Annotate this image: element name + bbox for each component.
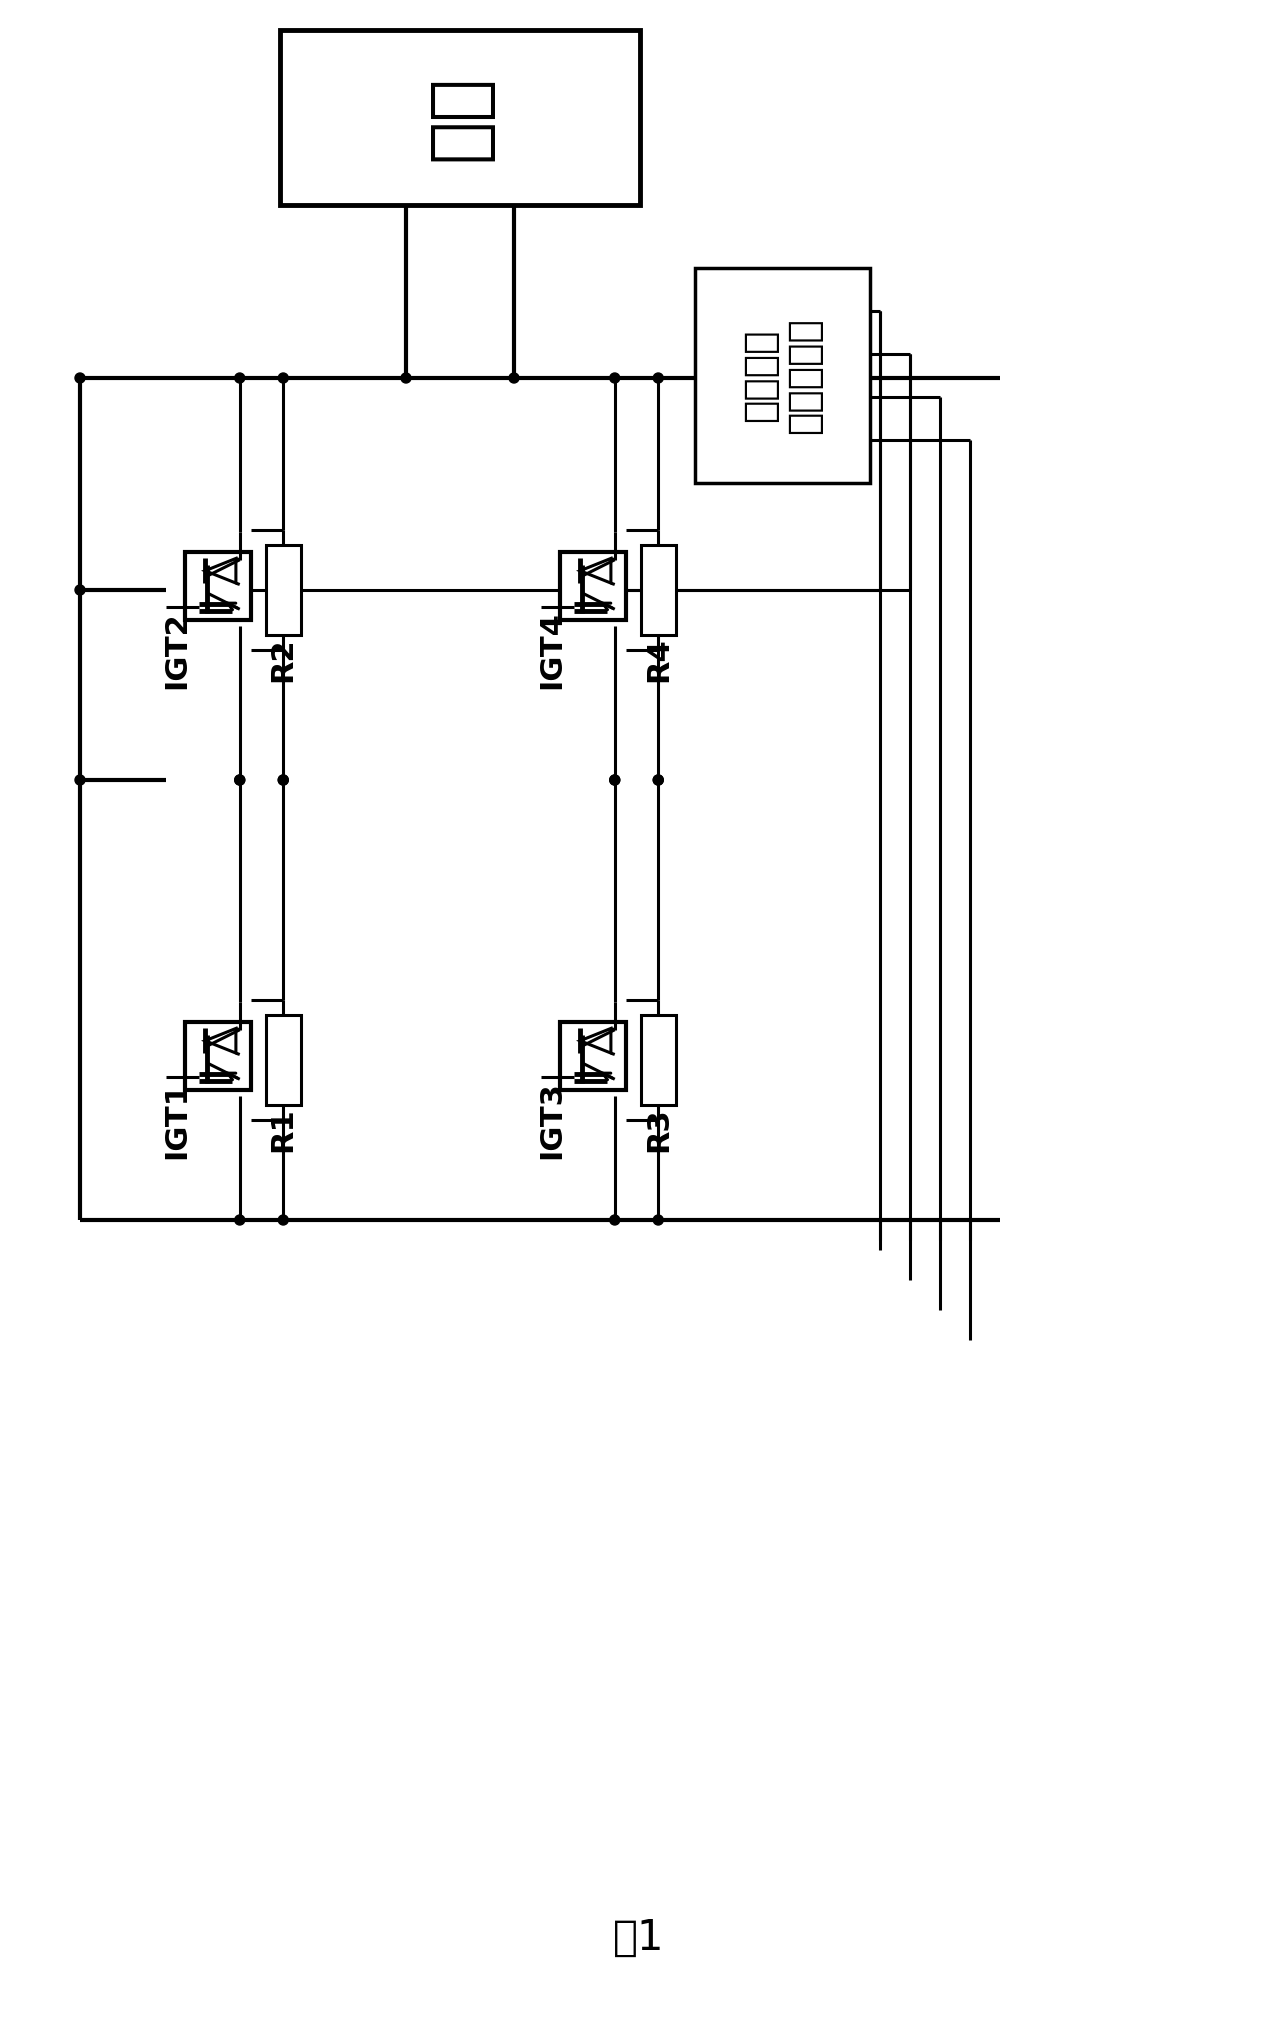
Bar xyxy=(559,1021,626,1090)
Circle shape xyxy=(654,775,663,785)
Text: IGT3: IGT3 xyxy=(538,1082,566,1158)
Circle shape xyxy=(235,775,245,785)
Circle shape xyxy=(654,1215,663,1225)
Bar xyxy=(559,551,626,620)
Text: R4: R4 xyxy=(644,638,673,682)
Bar xyxy=(695,268,870,482)
Bar xyxy=(641,545,676,636)
Circle shape xyxy=(75,373,86,383)
Text: 电流采样
及控制电路: 电流采样 及控制电路 xyxy=(742,317,824,434)
Circle shape xyxy=(609,1215,619,1225)
Circle shape xyxy=(278,775,289,785)
Bar xyxy=(266,545,301,636)
Circle shape xyxy=(401,373,411,383)
Circle shape xyxy=(654,373,663,383)
Text: 负载: 负载 xyxy=(425,75,494,161)
Text: 图1: 图1 xyxy=(613,1917,664,1959)
Bar xyxy=(266,1015,301,1106)
Text: R3: R3 xyxy=(644,1108,673,1152)
Circle shape xyxy=(75,775,86,785)
Text: IGT2: IGT2 xyxy=(162,611,192,688)
Text: IGT4: IGT4 xyxy=(538,611,566,688)
Text: R1: R1 xyxy=(268,1108,298,1152)
Circle shape xyxy=(278,373,289,383)
Circle shape xyxy=(609,775,619,785)
Text: R2: R2 xyxy=(268,638,298,682)
Circle shape xyxy=(609,775,619,785)
Circle shape xyxy=(235,775,245,785)
Circle shape xyxy=(75,585,86,595)
Circle shape xyxy=(278,1215,289,1225)
Text: IGT1: IGT1 xyxy=(162,1082,192,1158)
Bar xyxy=(280,30,640,206)
Bar xyxy=(185,1021,250,1090)
Circle shape xyxy=(609,373,619,383)
Bar xyxy=(185,551,250,620)
Circle shape xyxy=(235,1215,245,1225)
Bar xyxy=(641,1015,676,1106)
Circle shape xyxy=(278,775,289,785)
Circle shape xyxy=(654,775,663,785)
Circle shape xyxy=(510,373,518,383)
Circle shape xyxy=(235,373,245,383)
